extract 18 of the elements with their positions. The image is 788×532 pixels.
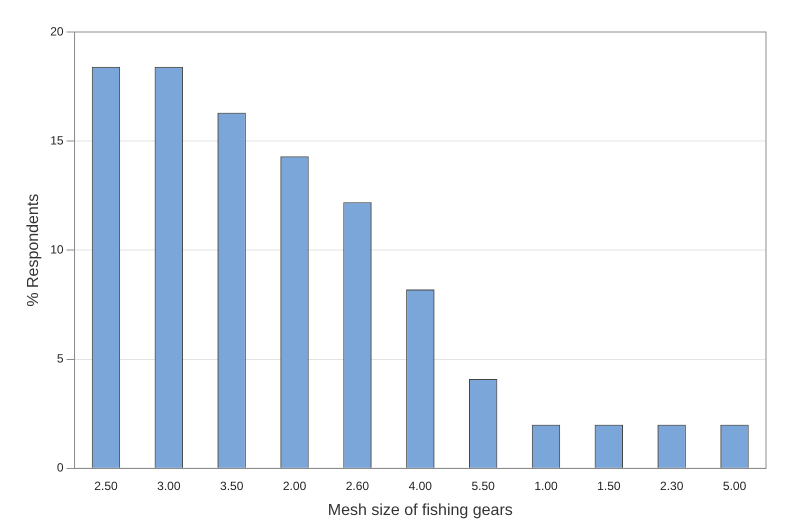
x-tick-label: 4.00 xyxy=(408,478,432,493)
x-tick-label: 5.00 xyxy=(722,478,747,493)
y-tick-label: 5 xyxy=(56,352,64,366)
x-tick-label: 1.00 xyxy=(534,478,558,493)
y-tick-label: 15 xyxy=(50,133,64,148)
y-tick-label: 10 xyxy=(50,242,64,257)
x-tick-label: 2.50 xyxy=(94,478,118,493)
y-tick-label: 0 xyxy=(56,460,64,475)
y-tick-label: 20 xyxy=(50,24,64,38)
x-tick-label: 5.50 xyxy=(471,478,496,493)
y-axis-title: % Respondents xyxy=(25,194,42,307)
x-tick-label: 1.50 xyxy=(597,478,621,493)
x-tick-label: 2.30 xyxy=(660,478,684,493)
x-tick-label: 2.00 xyxy=(282,478,307,493)
x-axis-title: Mesh size of fishing gears xyxy=(328,502,513,519)
x-tick-label: 3.00 xyxy=(157,478,181,493)
x-tick-label: 3.50 xyxy=(220,478,244,493)
x-tick-label: 2.60 xyxy=(346,478,370,493)
